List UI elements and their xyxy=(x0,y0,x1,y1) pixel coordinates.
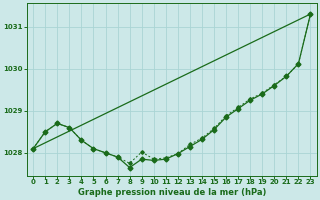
X-axis label: Graphe pression niveau de la mer (hPa): Graphe pression niveau de la mer (hPa) xyxy=(78,188,266,197)
